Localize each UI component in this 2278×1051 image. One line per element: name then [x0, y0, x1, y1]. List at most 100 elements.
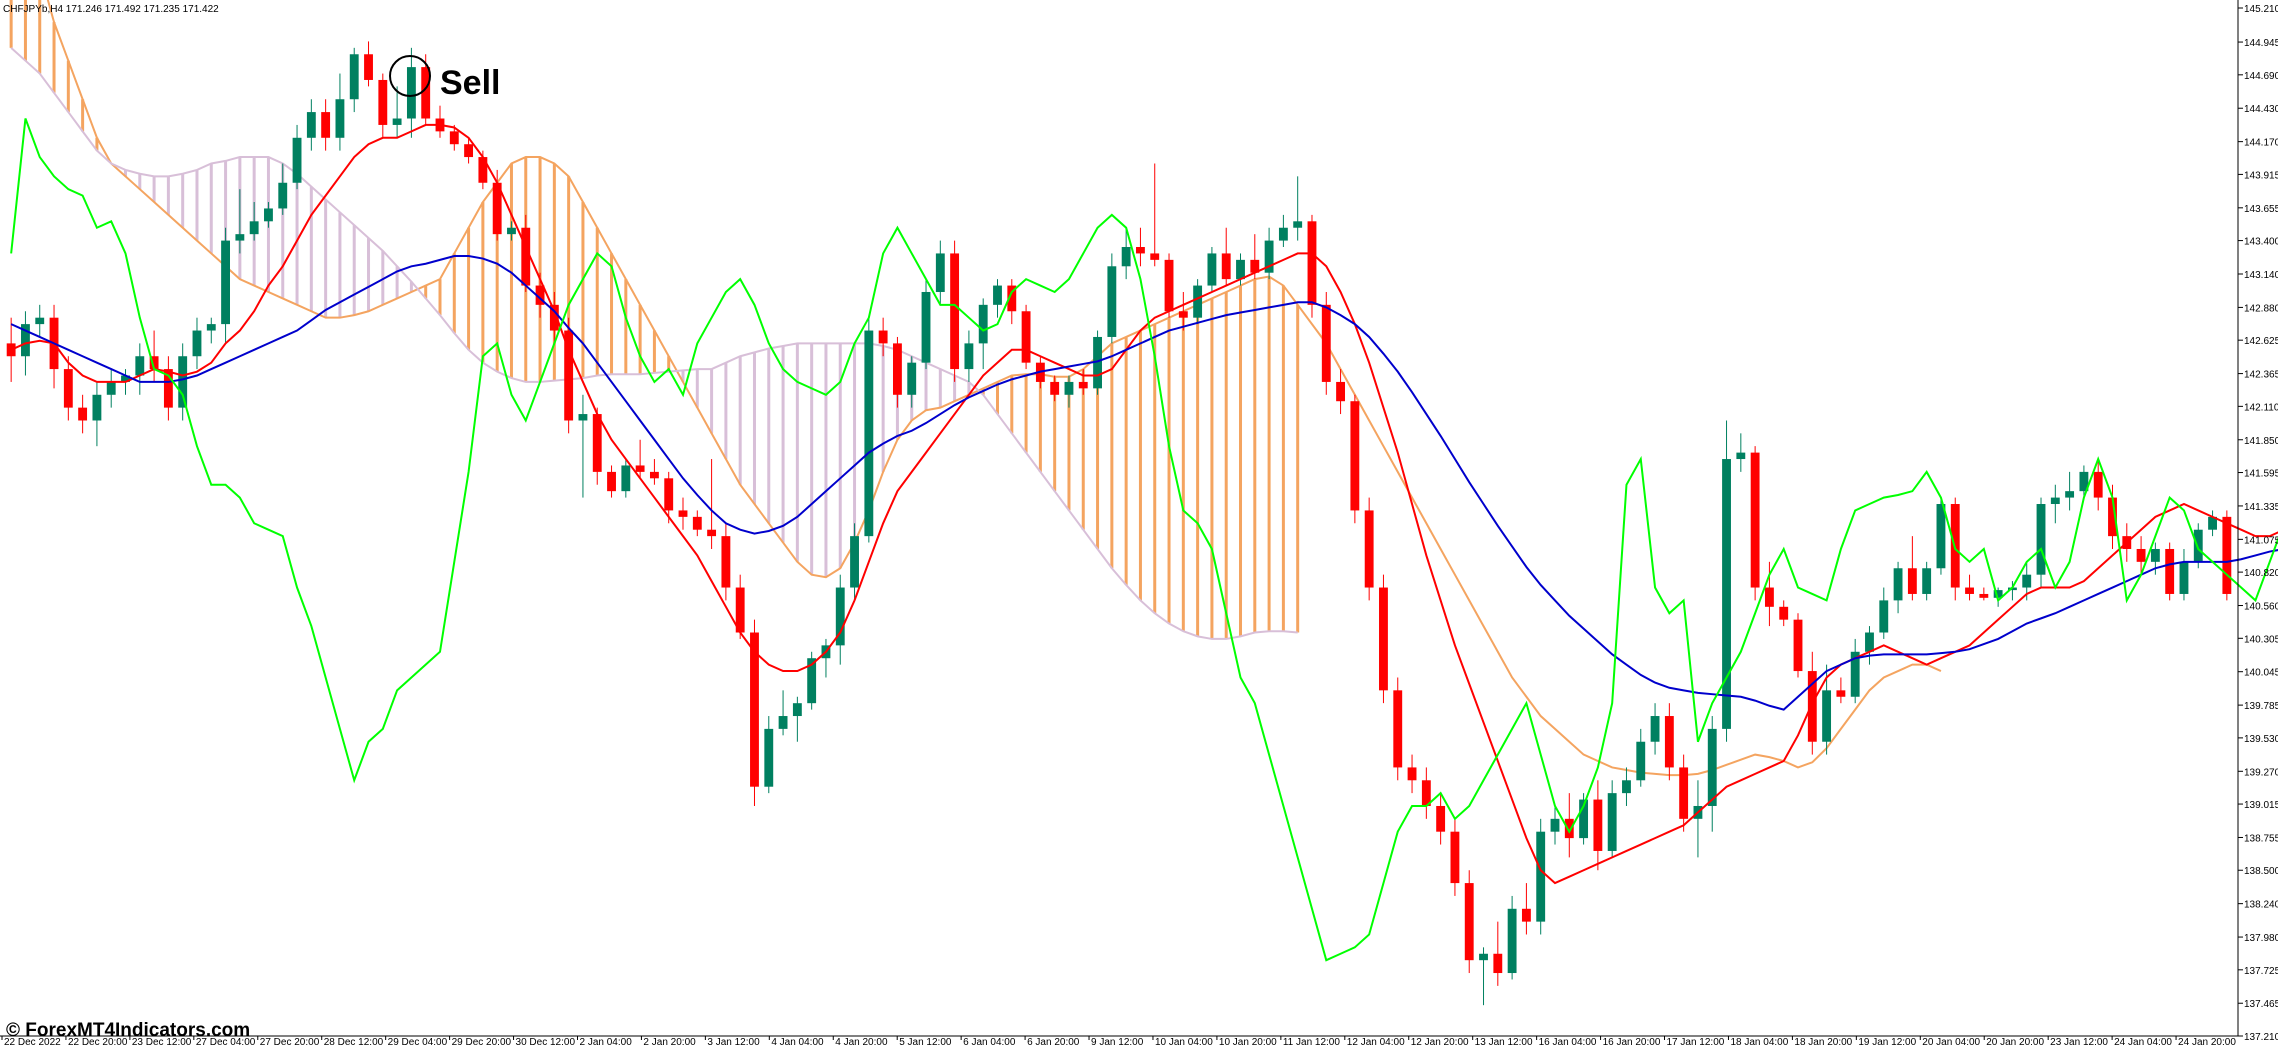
bull-candle	[921, 291, 931, 363]
bull-candle	[1850, 651, 1860, 697]
bull-candle	[778, 716, 788, 729]
bear-candle	[1407, 767, 1417, 781]
ichimoku-cloud	[9, 0, 1942, 777]
bear-candle	[364, 54, 373, 80]
bear-candle	[1307, 221, 1317, 305]
price-tick-label: 143.915	[2244, 170, 2278, 181]
bull-candle	[1479, 953, 1488, 961]
time-tick-label: 12 Jan 20:00	[1411, 1037, 1469, 1046]
bear-candle	[1250, 259, 1260, 273]
price-tick-label: 139.785	[2244, 701, 2278, 712]
bull-candle	[1507, 908, 1517, 974]
bull-candle	[1236, 259, 1245, 280]
time-tick-label: 10 Jan 04:00	[1155, 1037, 1213, 1046]
bear-candle	[1521, 908, 1531, 922]
bear-candle	[635, 465, 645, 472]
bull-candle	[2022, 574, 2032, 588]
bear-candle	[521, 227, 531, 286]
bull-candle	[978, 304, 988, 344]
price-tick-label: 138.240	[2244, 900, 2278, 911]
bear-candle	[1164, 259, 1174, 312]
bull-candle	[335, 99, 345, 138]
bull-candle	[2193, 529, 2203, 562]
price-tick-label: 143.655	[2244, 204, 2278, 215]
candles	[6, 41, 2232, 1006]
bear-candle	[592, 414, 602, 472]
senkou-span-b-line	[10, 47, 1298, 640]
bull-candle	[1722, 459, 1731, 729]
time-tick-label: 22 Dec 2022	[4, 1037, 61, 1046]
bear-candle	[750, 632, 759, 787]
time-tick-label: 18 Jan 20:00	[1794, 1037, 1852, 1046]
bear-candle	[1764, 587, 1774, 607]
bear-candle	[607, 471, 616, 492]
bear-candle	[63, 369, 73, 408]
bull-candle	[306, 112, 316, 138]
bull-candle	[507, 227, 516, 235]
price-tick-label: 141.850	[2244, 436, 2278, 447]
price-tick-label: 143.140	[2244, 270, 2278, 281]
bull-candle	[192, 330, 202, 357]
bear-candle	[492, 182, 502, 235]
bear-candle	[1564, 818, 1574, 839]
bull-candle	[349, 54, 359, 100]
bear-candle	[950, 253, 960, 370]
bull-candle	[2050, 497, 2060, 505]
bear-candle	[2165, 548, 2175, 594]
time-tick-label: 2 Jan 20:00	[643, 1037, 696, 1046]
bull-candle	[406, 67, 416, 119]
bear-candle	[1364, 510, 1374, 588]
price-tick-label: 144.170	[2244, 138, 2278, 149]
time-tick-label: 17 Jan 12:00	[1667, 1037, 1725, 1046]
bear-candle	[1178, 311, 1188, 318]
bull-candle	[221, 240, 231, 325]
bear-candle	[1007, 285, 1017, 312]
chikou-span-line	[10, 118, 2278, 962]
time-tick-label: 29 Dec 20:00	[452, 1037, 512, 1046]
price-tick-label: 144.945	[2244, 38, 2278, 49]
time-tick-label: 11 Jan 12:00	[1283, 1037, 1341, 1046]
time-tick-label: 13 Jan 12:00	[1475, 1037, 1533, 1046]
bull-candle	[392, 118, 402, 125]
time-tick-label: 16 Jan 04:00	[1539, 1037, 1597, 1046]
bear-candle	[564, 330, 574, 421]
bull-candle	[235, 234, 245, 241]
bear-candle	[1421, 780, 1431, 806]
watermark-text: © ForexMT4Indicators.com	[6, 1020, 250, 1041]
time-tick-label: 28 Dec 12:00	[324, 1037, 384, 1046]
bull-candle	[1993, 590, 2003, 598]
bear-candle	[1907, 568, 1917, 594]
bull-candle	[92, 394, 102, 421]
bear-candle	[1836, 690, 1846, 697]
price-tick-label: 140.305	[2244, 634, 2278, 645]
bull-candle	[1207, 253, 1217, 286]
bear-candle	[2222, 516, 2232, 594]
bull-candle	[292, 137, 302, 183]
price-tick-label: 137.210	[2244, 1032, 2278, 1043]
time-tick-label: 6 Jan 04:00	[963, 1037, 1016, 1046]
time-tick-label: 30 Dec 12:00	[516, 1037, 576, 1046]
bull-candle	[264, 208, 273, 222]
bull-candle	[135, 356, 145, 376]
bear-candle	[1393, 690, 1403, 768]
bull-candle	[178, 356, 188, 408]
bull-candle	[1107, 266, 1117, 337]
bull-candle	[2036, 504, 2046, 575]
bull-candle	[2179, 561, 2189, 594]
senkou-span-a-line	[46, 0, 1942, 777]
bear-candle	[892, 343, 902, 395]
bull-candle	[249, 221, 259, 235]
time-tick-label: 4 Jan 04:00	[771, 1037, 824, 1046]
bull-candle	[1264, 240, 1274, 273]
bear-candle	[1807, 671, 1817, 742]
bear-candle	[1436, 805, 1446, 832]
bear-candle	[707, 529, 717, 537]
bull-candle	[21, 324, 30, 357]
bull-candle	[792, 703, 802, 717]
bull-candle	[835, 587, 845, 646]
bear-candle	[1965, 587, 1974, 594]
bull-candle	[1893, 568, 1903, 601]
price-axis: 145.210 144.945 144.690 144.430 144.170 143.9…	[2237, 0, 2278, 1043]
bull-candle	[2079, 471, 2089, 492]
